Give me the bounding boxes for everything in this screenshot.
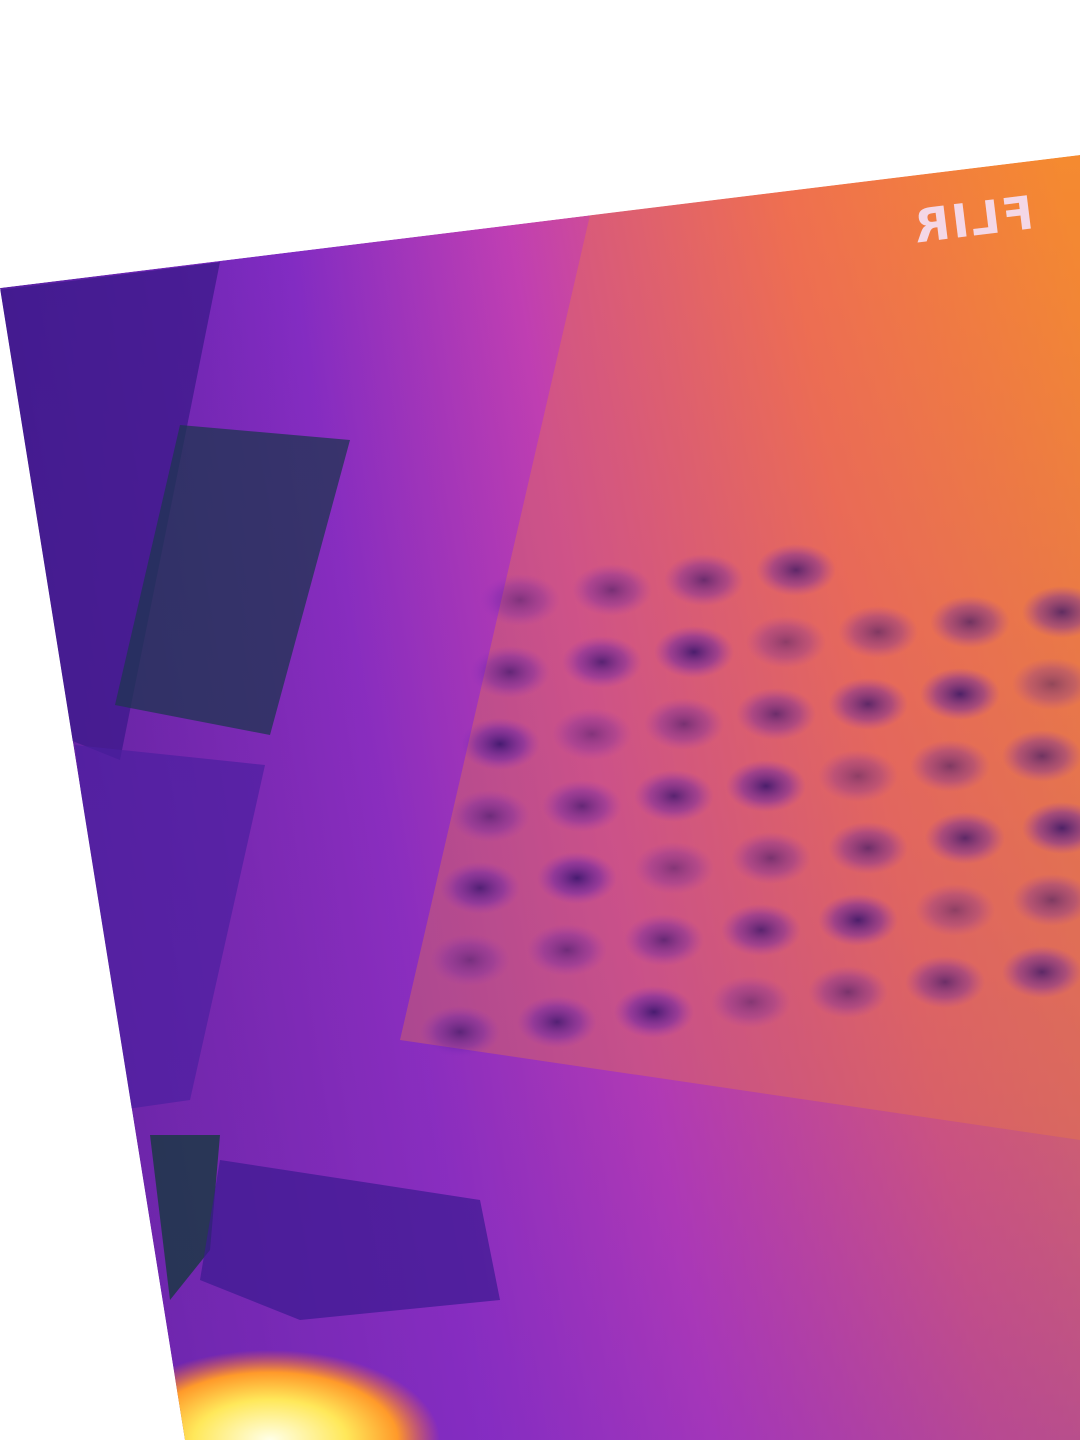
cold-spot	[527, 924, 607, 976]
cold-spot	[726, 760, 806, 812]
cold-spot	[818, 894, 898, 946]
cold-spot	[731, 832, 811, 884]
scene	[0, 155, 1080, 1440]
lawn	[75, 745, 265, 1110]
cold-spot	[920, 668, 1000, 720]
cold-spot	[450, 790, 530, 842]
cold-spot	[552, 708, 632, 760]
cold-spot	[542, 780, 622, 832]
cold-spot	[440, 862, 520, 914]
cold-spot	[818, 750, 898, 802]
cold-spot	[460, 718, 540, 770]
cold-spot	[430, 934, 510, 986]
cold-spot	[808, 966, 888, 1018]
cold-spot	[711, 976, 791, 1028]
lawn	[200, 1160, 500, 1320]
cold-spot	[634, 770, 714, 822]
cold-spot	[828, 822, 908, 874]
cold-spot	[910, 740, 990, 792]
cold-spot	[562, 636, 642, 688]
dark-patch	[115, 425, 350, 735]
cold-spot	[1022, 586, 1080, 638]
hot-spot	[100, 1350, 440, 1440]
cold-spot	[1002, 946, 1080, 998]
dark-patch	[150, 1135, 220, 1300]
cold-spot	[634, 842, 714, 894]
cold-spot	[470, 646, 550, 698]
cold-spot	[572, 564, 652, 616]
cold-spot	[915, 884, 995, 936]
cold-spot	[925, 812, 1005, 864]
cold-spot	[905, 956, 985, 1008]
cold-spot	[1012, 658, 1080, 710]
cold-spot	[930, 596, 1010, 648]
cold-spot	[644, 698, 724, 750]
cold-spot	[1002, 730, 1080, 782]
cold-spot	[614, 986, 694, 1038]
cold-spot	[537, 852, 617, 904]
cold-spot	[736, 688, 816, 740]
spots	[420, 544, 1080, 1058]
cold-spot	[1012, 874, 1080, 926]
cold-spot	[654, 626, 734, 678]
cold-spot	[756, 544, 836, 596]
cold-spot	[1022, 802, 1080, 854]
cold-spot	[420, 1006, 500, 1058]
cold-spot	[746, 616, 826, 668]
cold-spot	[721, 904, 801, 956]
cold-spot	[624, 914, 704, 966]
cold-spot	[480, 574, 560, 626]
cold-spot	[664, 554, 744, 606]
cold-spot	[517, 996, 597, 1048]
cold-spot	[828, 678, 908, 730]
cold-spot	[838, 606, 918, 658]
